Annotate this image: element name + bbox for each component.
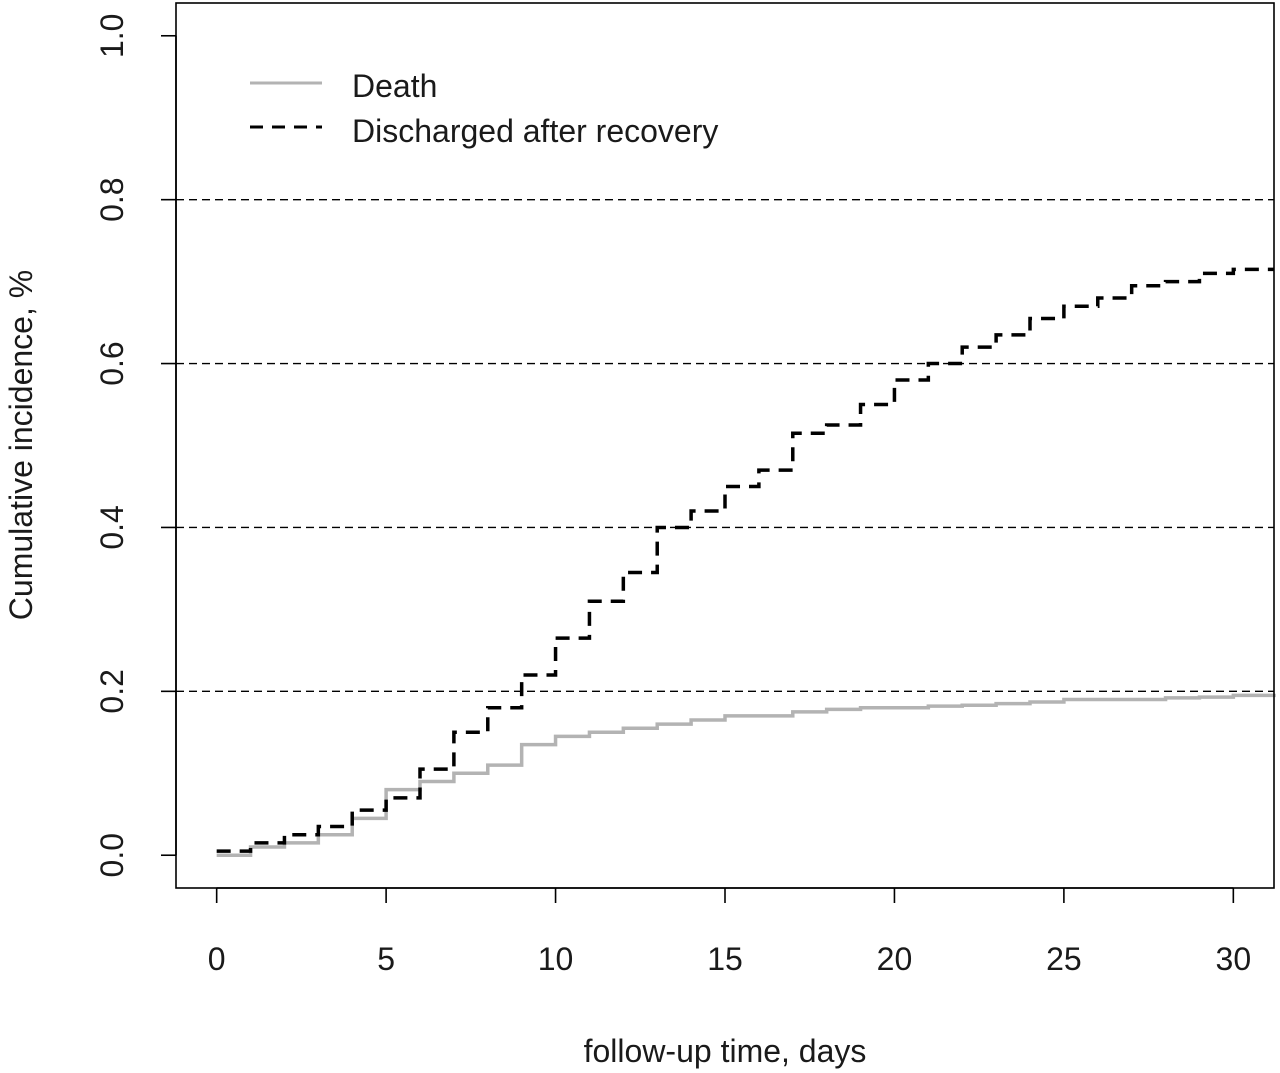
x-axis: 0 5 10 15 20 25 30 <box>208 887 1252 977</box>
x-tick-label: 15 <box>707 941 743 977</box>
x-tick-label: 5 <box>377 941 395 977</box>
y-tick-label: 0.4 <box>94 505 130 549</box>
x-tick-label: 20 <box>877 941 913 977</box>
y-tick-label: 1.0 <box>94 14 130 58</box>
legend-label-death: Death <box>352 68 437 104</box>
series-lines <box>216 267 1276 857</box>
y-axis: 0.0 0.2 0.4 0.6 0.8 1.0 <box>94 14 177 877</box>
x-tick-label: 25 <box>1046 941 1082 977</box>
series-line-death <box>216 693 1276 857</box>
x-axis-title: follow-up time, days <box>584 1033 867 1069</box>
series-line-discharged <box>216 267 1274 853</box>
x-tick-label: 10 <box>538 941 574 977</box>
y-axis-title: Cumulative incidence, % <box>3 270 39 620</box>
x-tick-label: 30 <box>1216 941 1252 977</box>
plot-frame <box>175 2 1275 889</box>
x-tick-label: 0 <box>208 941 226 977</box>
y-tick-label: 0.0 <box>94 833 130 877</box>
legend-label-discharged: Discharged after recovery <box>352 113 718 149</box>
y-tick-label: 0.8 <box>94 177 130 221</box>
legend: Death Discharged after recovery <box>250 68 718 149</box>
y-tick-label: 0.6 <box>94 341 130 385</box>
y-tick-label: 0.2 <box>94 669 130 713</box>
reference-lines <box>176 198 1274 693</box>
